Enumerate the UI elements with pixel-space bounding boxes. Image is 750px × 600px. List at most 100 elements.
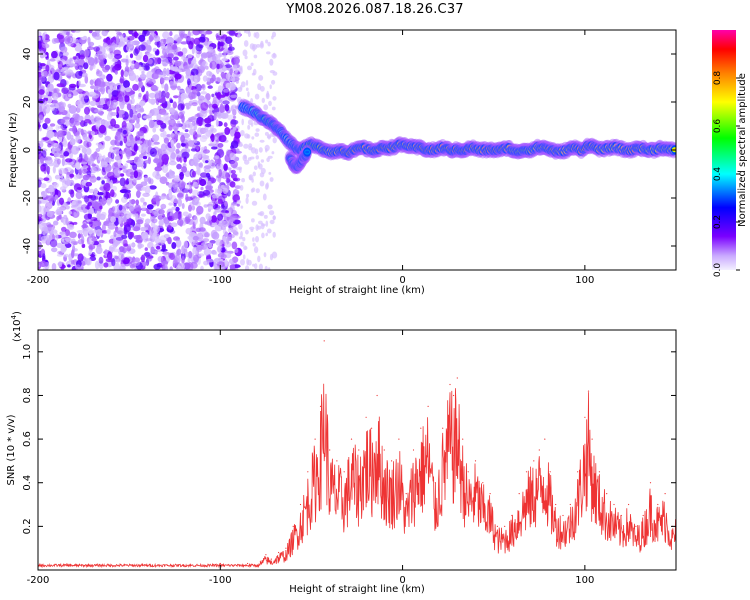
snr-multiplier: (x104) (10, 311, 23, 342)
noise-cell (154, 166, 162, 172)
noise-cell (220, 209, 229, 213)
noise-cell (38, 121, 41, 130)
noise-cell (223, 65, 227, 72)
noise-cell (89, 175, 97, 183)
noise-cell (123, 71, 129, 78)
noise-cell (229, 181, 236, 188)
noise-cell (114, 133, 121, 141)
noise-cell (250, 62, 254, 67)
noise-cell (69, 57, 73, 62)
noise-cell (143, 65, 151, 71)
noise-cell (211, 231, 220, 240)
noise-cell (46, 96, 53, 104)
noise-cell (218, 169, 222, 177)
noise-cell (123, 243, 129, 247)
noise-cell (54, 182, 59, 188)
noise-cell (70, 118, 78, 125)
noise-cell (82, 174, 90, 181)
colorbar-tick-label: 0.4 (713, 167, 723, 182)
snr-point (657, 503, 659, 506)
noise-cell (58, 261, 63, 268)
noise-cell (77, 58, 85, 66)
noise-cell (135, 199, 139, 206)
noise-cell (163, 92, 171, 97)
noise-cell (95, 229, 103, 237)
noise-cell (63, 214, 68, 219)
colorbar: 0.0 0.2 0.4 0.6 0.8 Normalized spectral ampl… (712, 30, 748, 277)
noise-cell (51, 247, 58, 253)
noise-cell (204, 232, 210, 238)
noise-cell (269, 84, 272, 90)
snr-xlabel: Height of straight line (km) (289, 584, 425, 595)
snr-point (350, 438, 353, 440)
noise-cell (140, 197, 145, 203)
noise-cell (69, 37, 77, 44)
noise-cell (176, 142, 181, 149)
noise-cell (124, 66, 130, 73)
noise-cell (128, 243, 136, 247)
noise-cell (90, 216, 98, 222)
noise-cell (177, 262, 185, 270)
noise-cell (166, 133, 172, 138)
noise-cell (78, 55, 86, 60)
noise-cell (99, 176, 105, 180)
noise-cell (252, 263, 255, 267)
noise-cell (161, 83, 165, 89)
noise-cell (75, 100, 83, 106)
snr-point (453, 394, 455, 397)
noise-cell (220, 112, 227, 118)
noise-cell (135, 103, 140, 111)
noise-cell (229, 258, 234, 265)
y-tick-label: 1.0 (22, 344, 33, 360)
noise-cell (205, 244, 208, 249)
noise-cell (183, 248, 188, 254)
noise-cell (114, 70, 118, 75)
noise-cell (245, 87, 249, 92)
noise-cell (269, 177, 274, 182)
noise-cell (149, 34, 153, 43)
noise-cell (156, 69, 162, 76)
noise-cell (236, 203, 240, 207)
noise-cell (200, 102, 209, 111)
noise-cell (266, 182, 269, 189)
noise-cell (154, 50, 160, 56)
noise-cell (210, 133, 215, 142)
noise-cell (125, 151, 133, 155)
noise-cell (211, 222, 218, 227)
noise-cell (77, 200, 82, 204)
noise-cell (148, 112, 153, 117)
noise-cell (118, 150, 126, 155)
noise-cell (222, 187, 228, 194)
noise-cell (225, 36, 233, 44)
noise-cell (192, 139, 198, 144)
noise-cell (159, 127, 165, 132)
noise-cell (264, 265, 268, 270)
noise-cell (60, 67, 68, 74)
noise-cell (60, 238, 65, 242)
noise-cell (65, 217, 69, 226)
noise-cell (126, 142, 134, 147)
noise-cell (265, 232, 269, 237)
noise-cell (112, 180, 120, 184)
noise-cell (146, 204, 154, 210)
noise-cell (208, 215, 212, 221)
noise-cell (245, 30, 251, 34)
noise-cell (59, 154, 65, 158)
noise-cell (138, 92, 142, 98)
noise-cell (106, 171, 115, 179)
noise-cell (111, 59, 118, 63)
noise-cell (89, 100, 97, 107)
noise-cell (47, 83, 54, 92)
noise-cell (266, 90, 270, 98)
noise-cell (40, 183, 47, 189)
noise-cell (81, 72, 88, 78)
noise-cell (91, 237, 98, 242)
snr-point (383, 449, 385, 451)
noise-cell (119, 140, 124, 146)
noise-cell (51, 50, 58, 59)
noise-cell (114, 155, 121, 161)
noise-cell (230, 173, 238, 179)
noise-cell (83, 62, 89, 70)
noise-cell (160, 103, 167, 107)
